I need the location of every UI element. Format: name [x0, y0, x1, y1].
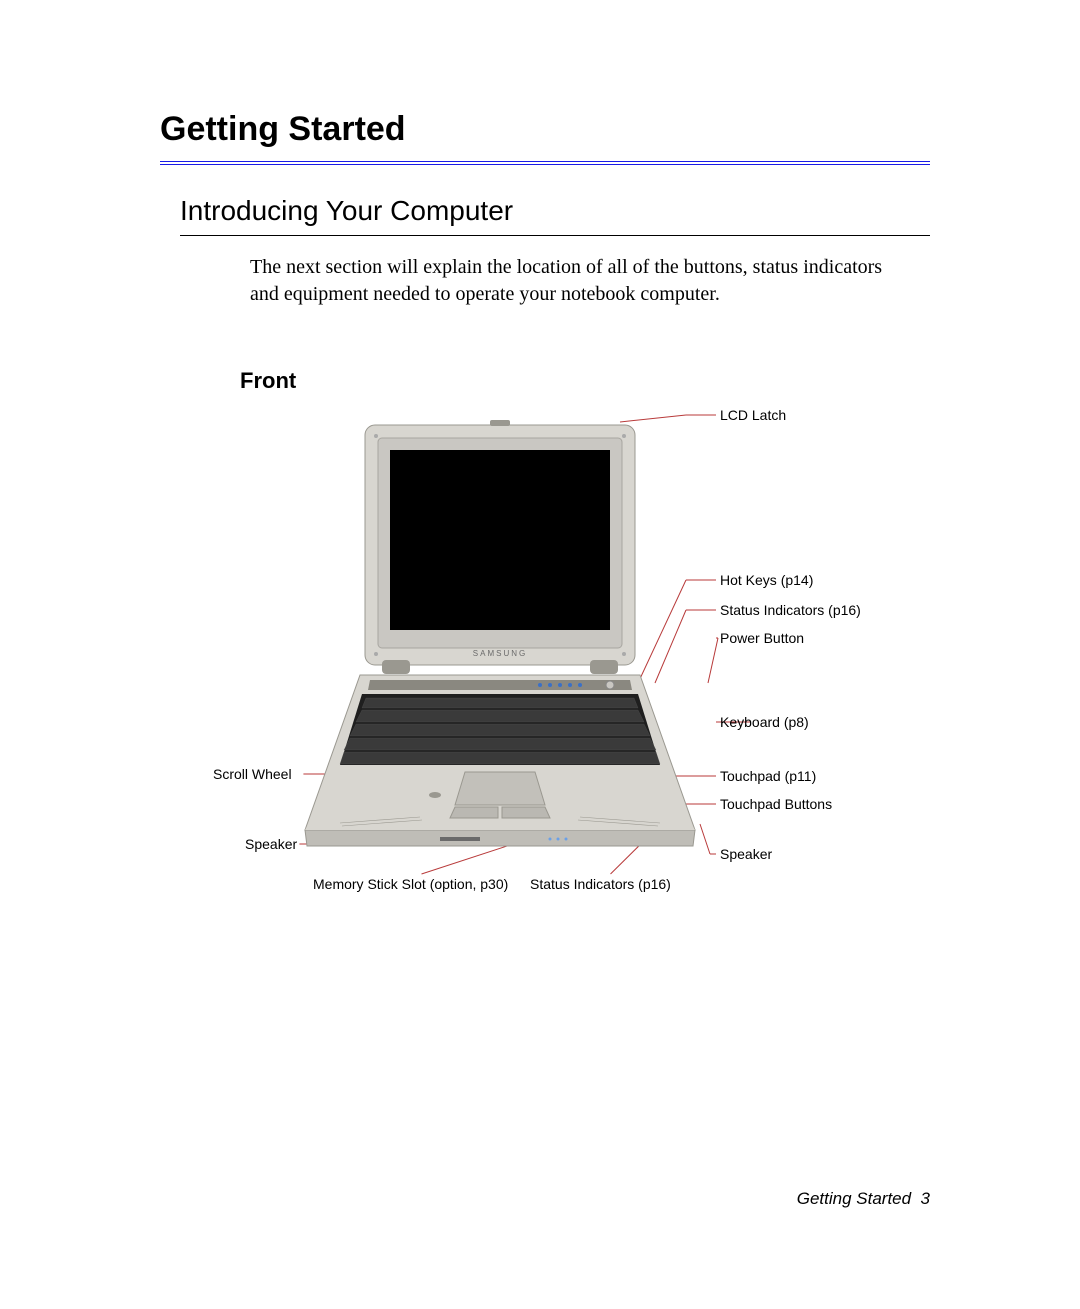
sub-heading: Front	[240, 368, 930, 394]
intro-paragraph: The next section will explain the locati…	[250, 254, 910, 308]
lcd-screen	[390, 450, 610, 630]
section-rule	[180, 235, 930, 236]
scroll-wheel-shape	[429, 792, 441, 798]
chapter-rule	[160, 161, 930, 165]
callout-touchpad: Touchpad (p11)	[720, 768, 816, 784]
page-footer: Getting Started 3	[797, 1189, 930, 1209]
callout-status-bottom: Status Indicators (p16)	[530, 876, 671, 892]
chapter-title: Getting Started	[160, 110, 930, 149]
callout-touchpad-buttons: Touchpad Buttons	[720, 796, 832, 812]
footer-section: Getting Started	[797, 1189, 911, 1208]
callout-speaker-right: Speaker	[720, 846, 772, 862]
callout-power-button: Power Button	[720, 630, 804, 646]
memory-stick-slot	[440, 837, 480, 841]
callout-status-top: Status Indicators (p16)	[720, 602, 861, 618]
section-title: Introducing Your Computer	[180, 195, 930, 227]
callout-memory-stick: Memory Stick Slot (option, p30)	[313, 876, 508, 892]
callout-hot-keys: Hot Keys (p14)	[720, 572, 813, 588]
page: Getting Started Introducing Your Compute…	[0, 0, 1080, 1309]
power-button-shape	[606, 681, 614, 689]
callout-speaker-left: Speaker	[245, 836, 297, 852]
laptop-base	[305, 675, 695, 846]
lcd-latch-shape	[490, 420, 510, 426]
laptop-front-diagram: SAMSUNG	[200, 400, 930, 920]
touchpad-shape	[455, 772, 545, 805]
callout-lcd-latch: LCD Latch	[720, 407, 786, 423]
brand-text: SAMSUNG	[473, 649, 527, 658]
callout-scroll-wheel: Scroll Wheel	[213, 766, 292, 782]
footer-page-number: 3	[921, 1189, 930, 1208]
laptop-lid: SAMSUNG	[365, 420, 635, 674]
callout-keyboard: Keyboard (p8)	[720, 714, 809, 730]
laptop-illustration: SAMSUNG	[300, 400, 700, 880]
